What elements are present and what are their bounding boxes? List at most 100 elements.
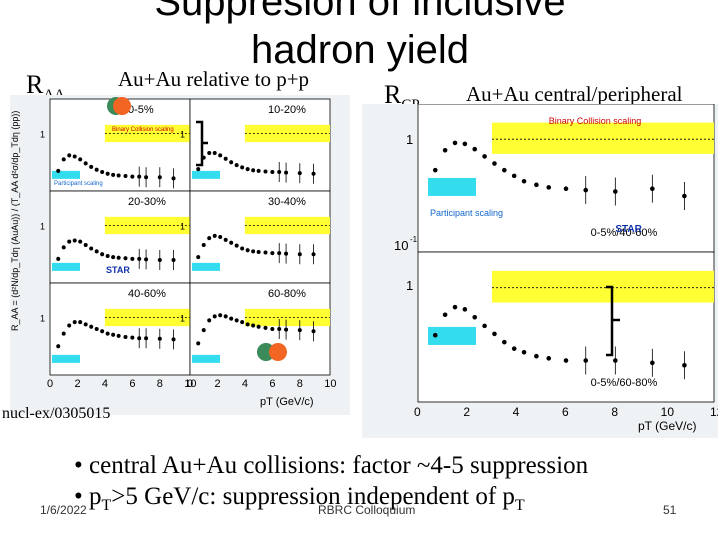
rcp-data-point xyxy=(613,189,618,194)
raa-data-point xyxy=(78,157,83,162)
raa-panel-label: 10-20% xyxy=(268,104,306,116)
footer-page: 51 xyxy=(663,503,677,517)
raa-data-point xyxy=(144,175,149,180)
raa-data-point xyxy=(229,240,234,245)
footer-center: RBRC Colloquium xyxy=(318,503,416,517)
raa-y-tick: 1 xyxy=(40,314,45,324)
rcp-data-point xyxy=(650,360,655,366)
raa-data-point xyxy=(311,171,316,176)
rcp-data-point xyxy=(583,358,589,363)
rcp-data-point xyxy=(511,346,517,351)
rcp-data-point xyxy=(682,362,687,368)
raa-data-point xyxy=(251,249,256,254)
raa-data-point xyxy=(245,322,250,327)
raa-data-point xyxy=(277,327,282,331)
raa-data-point xyxy=(240,320,245,325)
raa-data-point xyxy=(105,171,110,176)
binary-scaling-band xyxy=(104,216,190,235)
participant-scaling-band xyxy=(428,177,476,196)
rcp-xlabel: pT (GeV/c) xyxy=(638,419,696,433)
raa-data-point xyxy=(297,171,302,176)
raa-data-point xyxy=(311,329,316,334)
raa-data-point xyxy=(223,314,228,319)
raa-x-tick: 10 xyxy=(324,378,336,390)
raa-data-point xyxy=(83,243,88,248)
raa-data-point xyxy=(116,255,121,260)
raa-data-point xyxy=(72,154,77,159)
rcp-data-point xyxy=(482,154,487,159)
raa-data-point xyxy=(111,255,116,260)
raa-data-point xyxy=(234,318,239,323)
raa-data-point xyxy=(83,322,88,327)
raa-data-point xyxy=(270,327,275,331)
binary-scaling-band xyxy=(244,124,330,143)
rcp-data-point xyxy=(546,185,552,190)
raa-data-point xyxy=(116,173,121,178)
rcp-data-point xyxy=(511,173,517,179)
raa-data-point xyxy=(56,256,61,261)
raa-data-point xyxy=(78,239,83,244)
raa-data-point xyxy=(144,257,149,262)
raa-data-point xyxy=(223,156,228,161)
binary-scaling-band xyxy=(244,308,330,327)
participant-scaling-band xyxy=(52,170,80,179)
rcp-x-tick: 6 xyxy=(562,405,569,419)
raa-x-tick: 0 xyxy=(187,378,193,390)
raa-y-tick: 1 xyxy=(40,130,45,140)
raa-data-point xyxy=(78,320,83,325)
rcp-data-point xyxy=(482,323,487,329)
rcp-panel-label: 0-5%/40-60% xyxy=(591,227,658,239)
participant-scaling-band xyxy=(192,170,220,179)
binary-scaling-band xyxy=(492,122,714,154)
raa-data-point xyxy=(201,243,206,248)
raa-data-point xyxy=(196,255,201,260)
rcp-data-point xyxy=(502,339,507,345)
raa-panel-label: 60-80% xyxy=(268,288,306,300)
participant-scaling-band xyxy=(52,262,80,271)
raa-x-tick: 2 xyxy=(74,378,80,390)
raa-data-point xyxy=(229,316,234,321)
orange-dot xyxy=(269,343,287,361)
rcp-x-tick: 2 xyxy=(463,405,470,419)
raa-data-point xyxy=(157,336,162,341)
rcp-data-point xyxy=(472,314,478,320)
rcp-data-point xyxy=(442,312,448,318)
rcp-data-point xyxy=(442,148,448,153)
raa-data-point xyxy=(212,151,217,156)
legend-binary: Binary Collision scaling xyxy=(112,127,174,133)
raa-data-point xyxy=(157,175,162,180)
raa-data-point xyxy=(284,251,289,256)
rcp-data-point xyxy=(502,167,507,173)
raa-data-point xyxy=(116,333,121,338)
raa-ylabel: R_AA = (d²N/dp_Tdη (AuAu)) / (T_AA d²σ/d… xyxy=(10,111,20,331)
raa-data-point xyxy=(130,335,135,340)
rcp-panel-label: 0-5%/60-80% xyxy=(591,377,658,389)
raa-data-point xyxy=(270,251,275,256)
raa-data-point xyxy=(137,336,142,341)
raa-data-point xyxy=(100,252,105,257)
footer-date: 1/6/2022 xyxy=(40,503,87,517)
reference: nucl-ex/0305015 xyxy=(2,405,111,422)
raa-data-point xyxy=(67,239,72,244)
rcp-x-tick: 8 xyxy=(611,405,618,419)
raa-data-point xyxy=(89,324,94,329)
rcp-data-point xyxy=(432,332,438,338)
raa-data-point xyxy=(229,160,234,165)
raa-y-tick: 1 xyxy=(180,314,185,324)
raa-x-tick: 8 xyxy=(297,378,303,390)
raa-data-point xyxy=(234,243,239,248)
raa-data-point xyxy=(256,249,261,254)
raa-data-point xyxy=(277,170,282,175)
rcp-caption: Au+Au central/peripheral xyxy=(466,82,683,106)
bullet-1: • central Au+Au collisions: factor ~4-5 … xyxy=(74,452,589,479)
raa-data-point xyxy=(256,324,261,329)
raa-data-point xyxy=(67,153,72,158)
raa-data-point xyxy=(123,335,128,340)
raa-data-point xyxy=(270,170,275,175)
rcp-data-point xyxy=(563,186,569,192)
raa-y-tick: 1 xyxy=(40,222,45,232)
binary-scaling-band xyxy=(104,124,190,143)
rcp-data-point xyxy=(521,178,527,184)
raa-data-point xyxy=(196,167,201,172)
rcp-data-point xyxy=(546,356,552,361)
